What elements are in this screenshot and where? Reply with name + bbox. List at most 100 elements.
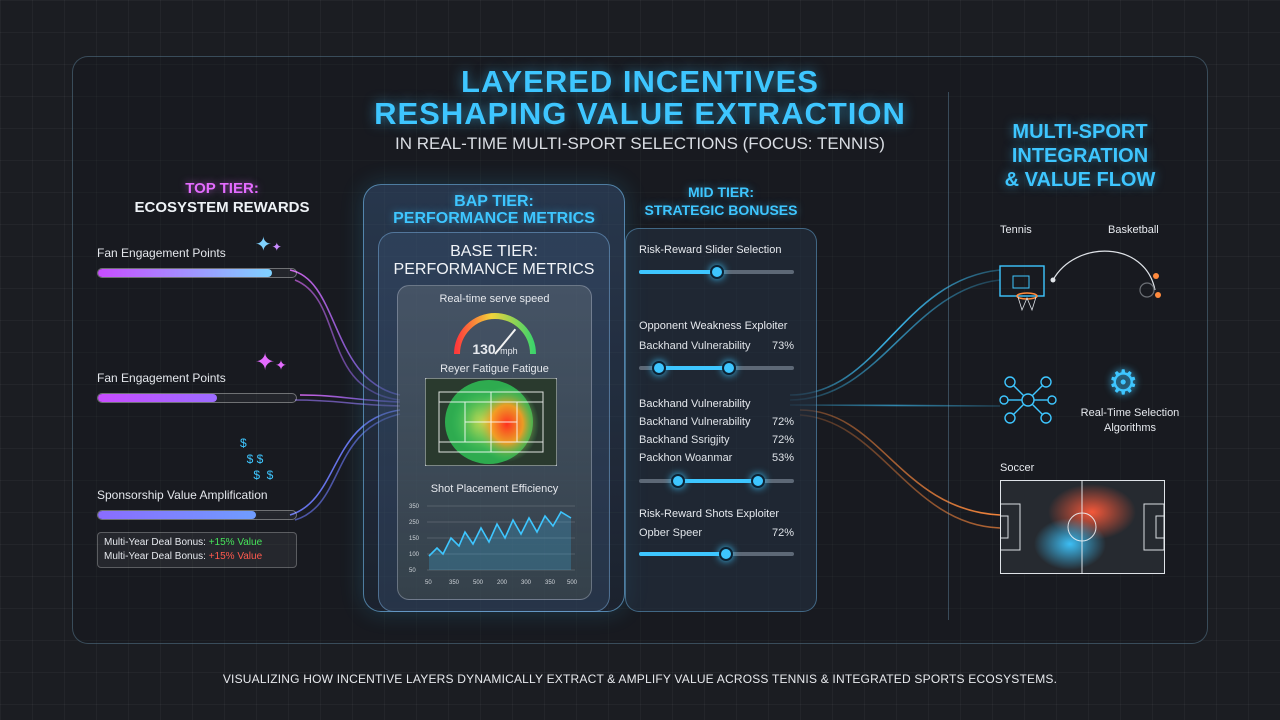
y-tick-label: 100 <box>409 552 420 558</box>
trajectory-arc <box>1052 250 1156 291</box>
exploiter-row: Backhand Vulnerability 73% <box>639 340 794 352</box>
section-divider <box>948 92 949 620</box>
sparkle-icon: ✦✦ <box>255 349 287 376</box>
deal-bonus-box: Multi-Year Deal Bonus: +15% Value Multi-… <box>97 532 297 568</box>
page-subtitle: IN REAL-TIME MULTI-SPORT SELECTIONS (FOC… <box>395 134 885 153</box>
slider-thumb[interactable] <box>718 547 733 561</box>
progress-fill <box>98 269 273 277</box>
gauge-readout: 130 mph <box>445 341 545 359</box>
gauge-title: Real-time serve speed <box>439 293 550 305</box>
row-label: Backhand Vulnerability <box>639 416 751 428</box>
shot-placement-chart: 350 250 150 100 50 50 350 500 200 300 35… <box>409 504 578 586</box>
deal-row: Multi-Year Deal Bonus: +15% Value <box>104 536 290 550</box>
serve-speed-gauge <box>454 313 536 355</box>
basketball-graphic <box>999 250 1161 312</box>
x-tick-label: 500 <box>567 580 578 586</box>
bap-tier-sublabel: PERFORMANCE METRICS <box>393 210 595 227</box>
row-value: 72% <box>771 416 794 428</box>
exploiter-range-slider[interactable] <box>639 366 794 370</box>
gauge-value: 130 <box>472 341 496 357</box>
row-label: Backhand Ssrigjity <box>639 434 730 446</box>
top-tier-sublabel: ECOSYSTEM REWARDS <box>134 199 310 216</box>
progress-fill <box>98 394 217 402</box>
top-tier-label: TOP TIER: <box>185 180 259 197</box>
left-flow-lines <box>289 269 401 521</box>
sparkle-icon: ✦✦ <box>255 234 282 256</box>
right-title-line3: & VALUE FLOW <box>1004 169 1156 191</box>
y-tick-label: 50 <box>409 568 416 574</box>
row-value: 72% <box>771 434 794 446</box>
shots-slider[interactable] <box>639 552 794 556</box>
basketball-icon <box>1139 282 1155 298</box>
heatmap-title: Reyer Fatigue Fatigue <box>440 363 549 375</box>
right-title-line1: MULTI-SPORT <box>1012 121 1148 143</box>
top-tier-progress-bar <box>97 268 297 278</box>
top-tier-item-label: Sponsorship Value Amplification <box>97 488 268 502</box>
soccer-field-heatmap <box>1000 480 1165 574</box>
algo-label-line2: Algorithms <box>1104 422 1156 434</box>
y-tick-label: 350 <box>409 504 420 510</box>
line-chart-area <box>429 512 571 570</box>
sport-label-basketball: Basketball <box>1108 224 1159 236</box>
slider-fill <box>639 270 717 274</box>
row-label: Packhon Woanmar <box>639 452 733 464</box>
page-title-line2: RESHAPING VALUE EXTRACTION <box>374 96 906 131</box>
gauge-unit: mph <box>500 346 518 356</box>
row-value: 53% <box>771 452 794 464</box>
vulnerability-range-slider[interactable] <box>639 479 794 483</box>
x-tick-label: 300 <box>521 580 532 586</box>
top-tier-item-label: Fan Engagement Points <box>97 371 226 385</box>
footer-caption: VISUALIZING HOW INCENTIVE LAYERS DYNAMIC… <box>222 672 1058 686</box>
y-tick-label: 250 <box>409 520 420 526</box>
row-value: 72% <box>771 527 794 539</box>
deal-label: Multi-Year Deal Bonus: <box>104 537 206 548</box>
deal-value: +15% Value <box>208 551 263 562</box>
deal-value: +15% Value <box>208 537 263 548</box>
row-label: Backhand Vulnerability <box>639 340 751 352</box>
base-tier-sublabel: PERFORMANCE METRICS <box>393 261 595 278</box>
exploiter-title: Opponent Weakness Exploiter <box>639 320 788 332</box>
page-title-line1: LAYERED INCENTIVES <box>461 64 819 99</box>
fatigue-heatmap <box>425 378 557 466</box>
line-chart-title: Shot Placement Efficiency <box>430 483 559 495</box>
range-thumb-high[interactable] <box>721 361 736 375</box>
range-thumb-high[interactable] <box>751 474 766 488</box>
top-tier-progress-bar <box>97 393 297 403</box>
vulnerability-title: Backhand Vulnerability <box>639 398 751 410</box>
range-thumb-low[interactable] <box>652 361 667 375</box>
sport-label-soccer: Soccer <box>1000 462 1035 474</box>
slider-thumb[interactable] <box>709 265 724 279</box>
row-label: Opber Speer <box>639 527 702 539</box>
network-icon <box>999 376 1057 424</box>
vulnerability-row: Backhand Ssrigjity 72% <box>639 434 794 446</box>
base-tier-label: BASE TIER: <box>450 243 538 260</box>
mid-tier-label: MID TIER: <box>687 184 755 200</box>
right-title-line2: INTEGRATION <box>1011 145 1149 167</box>
vulnerability-row: Backhand Vulnerability 72% <box>639 416 794 428</box>
deal-label: Multi-Year Deal Bonus: <box>104 551 206 562</box>
x-tick-label: 50 <box>425 580 432 586</box>
top-tier-progress-bar <box>97 510 297 520</box>
algo-label-line1: Real-Time Selection <box>1080 407 1180 419</box>
progress-fill <box>98 511 257 519</box>
x-tick-label: 500 <box>473 580 484 586</box>
right-flow-lines <box>789 269 1001 529</box>
slider-fill <box>639 552 726 556</box>
x-tick-label: 350 <box>545 580 556 586</box>
gauge-arc <box>454 313 536 355</box>
row-value: 73% <box>771 340 794 352</box>
line-chart-series <box>428 510 572 557</box>
dollar-icons: $ $ $ $ $ <box>240 436 274 482</box>
deal-row: Multi-Year Deal Bonus: +15% Value <box>104 550 290 564</box>
sport-label-tennis: Tennis <box>1000 224 1032 236</box>
gear-icon: ⚙ <box>1108 364 1139 402</box>
risk-slider-label: Risk-Reward Slider Selection <box>639 244 782 256</box>
x-tick-label: 200 <box>497 580 508 586</box>
range-thumb-low[interactable] <box>670 474 685 488</box>
gauge-needle <box>494 328 517 355</box>
bap-tier-label: BAP TIER: <box>454 193 534 210</box>
shots-title: Risk-Reward Shots Exploiter <box>639 508 779 520</box>
y-tick-label: 150 <box>409 536 420 542</box>
